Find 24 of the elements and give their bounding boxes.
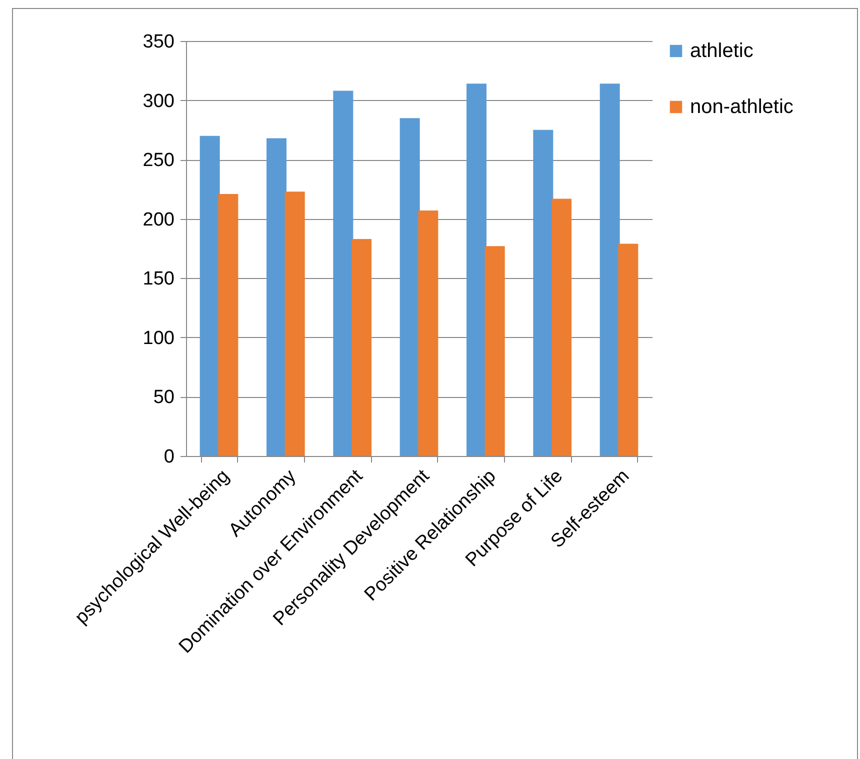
bar [466, 84, 486, 456]
bar [484, 246, 505, 456]
legend-label: non-athletic [690, 96, 794, 118]
bar [533, 130, 554, 456]
bar [266, 138, 286, 456]
bar [333, 90, 354, 456]
y-tick-label: 0 [164, 446, 174, 468]
y-tick-label: 150 [142, 268, 174, 290]
y-tick-label: 100 [142, 328, 174, 349]
bar [218, 194, 238, 456]
y-tick-label: 350 [142, 32, 174, 52]
bar [200, 136, 220, 456]
y-tick-label: 50 [153, 387, 174, 408]
bar [400, 118, 420, 456]
bar [618, 244, 638, 456]
bar [418, 210, 438, 456]
y-tick-label: 200 [142, 209, 174, 230]
bar [352, 239, 372, 456]
bar [600, 84, 620, 456]
y-tick-label: 250 [142, 150, 174, 172]
bar [552, 198, 572, 456]
legend-label: athletic [690, 40, 754, 62]
y-tick-label: 300 [142, 90, 174, 112]
bar [284, 192, 305, 456]
